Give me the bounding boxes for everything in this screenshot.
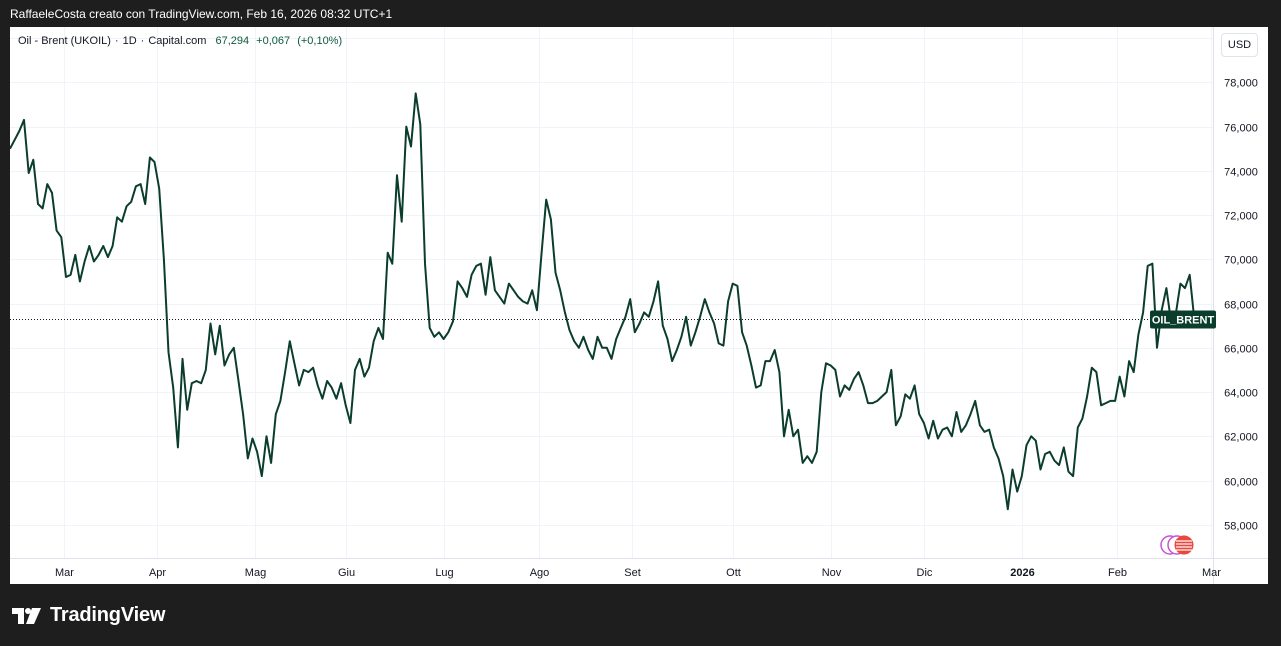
x-tick-label: Lug — [435, 567, 453, 579]
symbol-name[interactable]: Oil - Brent (UKOIL) — [18, 35, 111, 47]
time-axis[interactable]: Mar Apr Mag Giu Lug Ago Set Ott Nov Dic 2026 Feb Mar — [10, 558, 1268, 580]
y-tick-label: 62,000 — [1224, 432, 1258, 444]
y-tick-label: 64,000 — [1224, 388, 1258, 400]
x-tick-label: Mar — [1202, 567, 1221, 579]
tradingview-logo-icon — [12, 607, 41, 624]
x-tick-label: Ott — [726, 567, 741, 579]
symbol-legend[interactable]: Oil - Brent (UKOIL) · 1D · Capital.com 67,29… — [18, 35, 343, 47]
price-label-box — [1150, 310, 1216, 329]
y-tick-label: 58,000 — [1224, 521, 1258, 533]
y-tick-label: 68,000 — [1224, 300, 1258, 312]
chart-panel[interactable]: 58,000 60,000 62,000 64,000 66,000 68,000 70,0… — [10, 27, 1268, 584]
x-tick-label: Apr — [149, 567, 166, 579]
x-tick-label: Feb — [1108, 567, 1127, 579]
currency-selector[interactable]: USD — [1221, 33, 1258, 57]
interval-label[interactable]: 1D — [122, 35, 137, 47]
y-tick-label: 60,000 — [1224, 477, 1258, 489]
tradingview-brand-name: TradingView — [50, 604, 166, 626]
x-tick-label: Mar — [55, 567, 74, 579]
x-tick-label: Dic — [917, 567, 933, 579]
y-tick-label: 76,000 — [1224, 123, 1258, 135]
data-source: Capital.com — [148, 35, 207, 47]
price-change-pct: (+0,10%) — [297, 35, 343, 47]
price-label-tag: OIL_BRENT — [1150, 310, 1216, 329]
last-price-value: 67,294 — [215, 35, 250, 47]
y-tick-label: 72,000 — [1224, 211, 1258, 223]
price-change: +0,067 — [256, 35, 291, 47]
us-flag-icon[interactable] — [1174, 535, 1194, 555]
x-tick-label: Nov — [822, 567, 842, 579]
y-tick-label: 66,000 — [1224, 344, 1258, 356]
x-tick-label: Ago — [530, 567, 550, 579]
grid-lines — [10, 27, 1213, 558]
economic-events-icon[interactable] — [1160, 535, 1194, 555]
chart-caption: RaffaeleCosta creato con TradingView.com… — [10, 7, 393, 21]
x-tick-label: Mag — [245, 567, 266, 579]
y-tick-label: 78,000 — [1224, 78, 1258, 90]
price-chart[interactable]: 58,000 60,000 62,000 64,000 66,000 68,000 70,0… — [10, 27, 1268, 584]
y-tick-label: 74,000 — [1224, 167, 1258, 179]
y-tick-label: 70,000 — [1224, 255, 1258, 267]
tradingview-logo: TradingView — [12, 604, 165, 627]
x-tick-label: 2026 — [1010, 567, 1034, 579]
series-line-oil-brent — [10, 92, 1196, 511]
price-axis[interactable]: 58,000 60,000 62,000 64,000 66,000 68,000 70,0… — [1213, 27, 1258, 584]
price-label-text: OIL_BRENT — [1152, 315, 1215, 327]
x-tick-label: Giu — [338, 567, 355, 579]
x-tick-label: Set — [624, 567, 641, 579]
